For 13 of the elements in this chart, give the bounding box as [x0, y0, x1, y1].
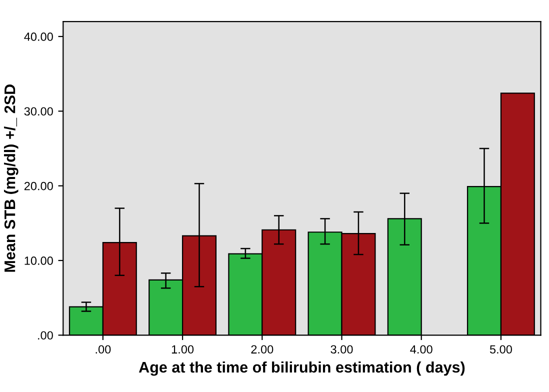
y-tick-label: 10.00	[24, 256, 53, 265]
y-tick-label: 30.00	[24, 107, 53, 116]
x-tick-label: 5.00	[490, 345, 512, 354]
y-tick-label: 40.00	[24, 32, 53, 41]
x-tick-label: 4.00	[410, 345, 432, 354]
y-axis-title: Mean STB (mg/dl) +/_ 2SD	[4, 84, 18, 272]
x-tick-label: 2.00	[251, 345, 274, 354]
x-axis-title: Age at the time of bilirubin estimation ( days)	[138, 361, 465, 376]
x-tick-label: 3.00	[330, 345, 353, 354]
y-tick-label: .00	[38, 331, 53, 340]
y-tick-label: 20.00	[24, 182, 53, 190]
x-tick-label: 1.00	[172, 345, 194, 354]
x-tick-label: .00	[96, 345, 111, 354]
